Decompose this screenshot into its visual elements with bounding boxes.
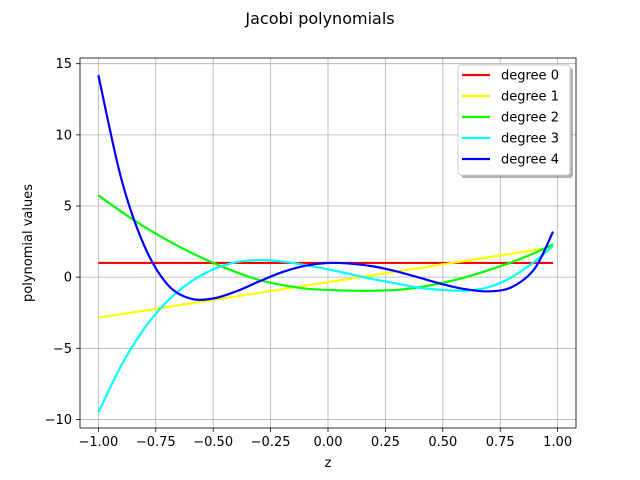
chart-title: Jacobi polynomials — [244, 9, 394, 28]
x-tick-label: 0.25 — [371, 435, 400, 450]
y-tick-label: −10 — [45, 413, 72, 428]
legend-label: degree 3 — [501, 132, 559, 147]
legend-entry: degree 2 — [462, 111, 559, 126]
tick-marks — [76, 63, 559, 432]
x-axis-label: z — [325, 456, 332, 471]
legend-entry: degree 0 — [462, 69, 559, 84]
series-line-degree-2 — [97, 194, 554, 292]
series-line-degree-1 — [98, 246, 554, 319]
y-tick-label: 10 — [55, 128, 72, 143]
legend-label: degree 4 — [501, 153, 559, 168]
y-tick-labels: −10 −5 0 5 10 15 — [45, 57, 72, 428]
x-tick-label: 0.00 — [314, 435, 343, 450]
x-tick-labels: −1.00 −0.75 −0.50 −0.25 0.00 0.25 0.50 0.75 1.00 — [78, 435, 572, 450]
legend-box — [457, 64, 571, 176]
legend-label: degree 2 — [501, 111, 559, 126]
x-tick-label: 0.75 — [486, 435, 515, 450]
legend-entry: degree 1 — [462, 90, 559, 105]
x-tick-label: −0.75 — [136, 435, 176, 450]
y-tick-label: 5 — [64, 200, 72, 215]
y-tick-label: 15 — [55, 57, 72, 72]
legend-label: degree 1 — [501, 90, 559, 105]
x-tick-label: 0.50 — [428, 435, 457, 450]
x-tick-label: 1.00 — [543, 435, 572, 450]
y-tick-label: −5 — [53, 342, 72, 357]
series-line-degree-4 — [97, 74, 555, 301]
x-tick-label: −0.25 — [251, 435, 291, 450]
series-line-degree-3 — [97, 245, 554, 413]
y-tick-label: 0 — [64, 271, 72, 286]
x-tick-label: −1.00 — [78, 435, 118, 450]
plot-lines — [97, 74, 555, 413]
legend-entries: degree 0 degree 1 degree 2 degree 3 degree 4 — [462, 69, 559, 168]
legend-entry: degree 4 — [462, 153, 559, 168]
x-tick-label: −0.50 — [193, 435, 233, 450]
y-axis-label: polynomial values — [21, 184, 36, 302]
legend-entry: degree 3 — [462, 132, 559, 147]
legend: degree 0 degree 1 degree 2 degree 3 degree 4 — [457, 64, 573, 178]
legend-label: degree 0 — [501, 69, 559, 84]
